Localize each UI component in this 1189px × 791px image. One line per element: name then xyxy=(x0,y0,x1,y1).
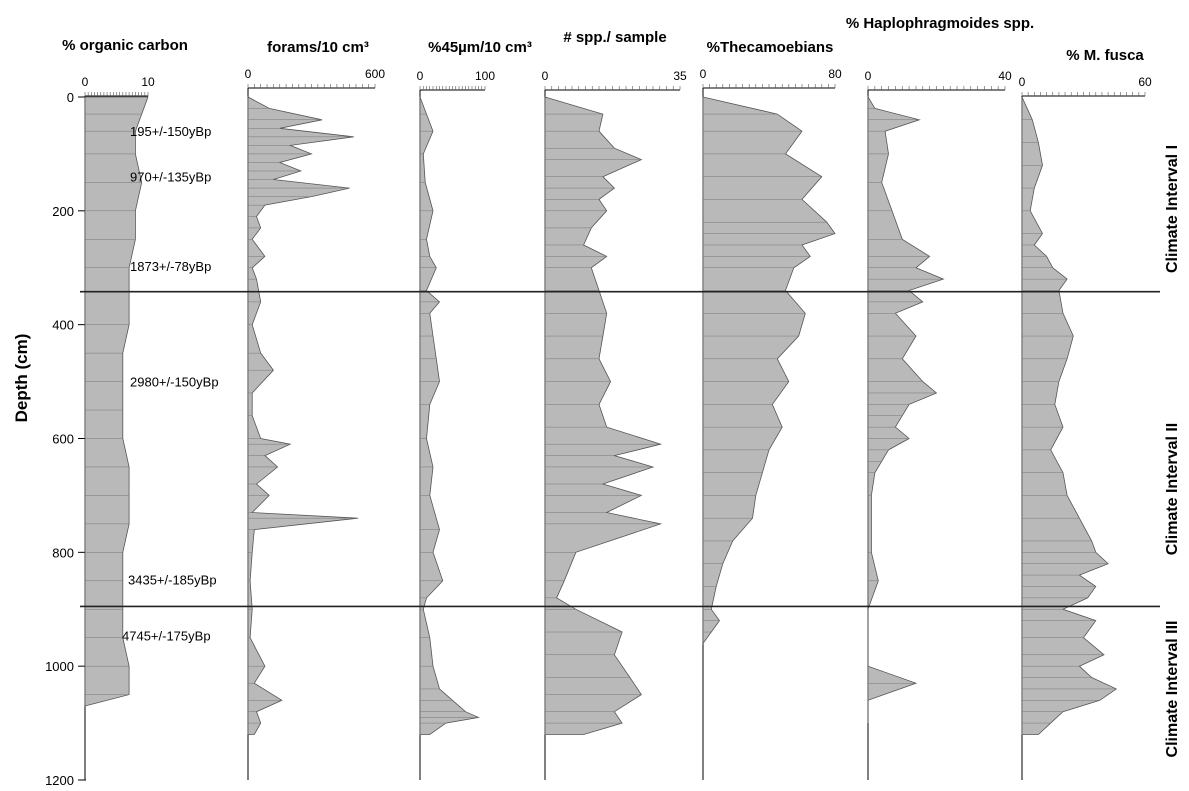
data-area xyxy=(1021,96,1118,735)
x-tick-label: 0 xyxy=(417,69,424,83)
y-tick-label: 400 xyxy=(52,318,74,333)
y-tick-label: 200 xyxy=(52,204,74,219)
x-tick-label: 600 xyxy=(365,67,385,81)
date-label: 1873+/-78yBp xyxy=(130,259,211,274)
panel-title: % organic carbon xyxy=(62,37,188,54)
date-label: 2980+/-150yBp xyxy=(130,375,219,390)
x-tick-label: 40 xyxy=(998,69,1012,83)
y-tick-label: 1000 xyxy=(45,659,74,674)
x-tick-label: 80 xyxy=(828,67,842,81)
panel-title: % Haplophragmoides spp. xyxy=(846,15,1034,32)
panel-title: % M. fusca xyxy=(1066,47,1144,64)
x-tick-label: 0 xyxy=(700,67,707,81)
date-label: 970+/-135yBp xyxy=(130,170,211,185)
y-tick-label: 800 xyxy=(52,545,74,560)
y-tick-label: 600 xyxy=(52,432,74,447)
x-tick-label: 0 xyxy=(245,67,252,81)
x-tick-label: 0 xyxy=(82,75,89,89)
panel-title: %Thecamoebians xyxy=(707,39,834,56)
date-label: 3435+/-185yBp xyxy=(128,573,217,588)
x-tick-label: 60 xyxy=(1138,75,1152,89)
date-label: 4745+/-175yBp xyxy=(122,628,211,643)
data-area xyxy=(544,96,663,735)
data-area xyxy=(247,96,359,735)
panel-title: %45µm/10 cm³ xyxy=(428,39,532,56)
panel-title: forams/10 cm³ xyxy=(267,39,369,56)
x-tick-label: 0 xyxy=(1019,75,1026,89)
x-tick-label: 0 xyxy=(542,69,549,83)
data-area xyxy=(419,96,480,735)
x-tick-label: 100 xyxy=(475,69,495,83)
data-area xyxy=(84,96,149,707)
panel-title: # spp./ sample xyxy=(563,29,666,46)
x-tick-label: 35 xyxy=(673,69,687,83)
x-tick-label: 0 xyxy=(865,69,872,83)
y-tick-label: 1200 xyxy=(45,773,74,788)
data-area xyxy=(702,96,836,645)
y-tick-label: 0 xyxy=(67,90,74,105)
x-tick-label: 10 xyxy=(141,75,155,89)
date-label: 195+/-150yBp xyxy=(130,124,211,139)
data-area xyxy=(867,95,945,724)
